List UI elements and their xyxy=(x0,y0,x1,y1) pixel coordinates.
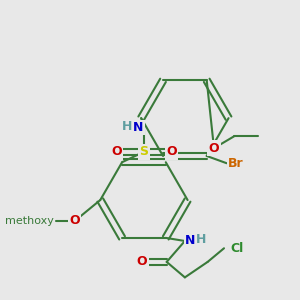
Text: Br: Br xyxy=(228,157,244,170)
Text: O: O xyxy=(209,142,219,155)
Text: O: O xyxy=(166,145,176,158)
Text: S: S xyxy=(140,145,148,158)
Text: Cl: Cl xyxy=(230,242,243,255)
Text: O: O xyxy=(70,214,80,227)
Text: H: H xyxy=(122,120,133,133)
Text: methoxy: methoxy xyxy=(5,216,54,226)
Text: N: N xyxy=(133,121,144,134)
Text: O: O xyxy=(137,255,147,268)
Text: O: O xyxy=(111,145,122,158)
Text: N: N xyxy=(185,235,196,248)
Text: H: H xyxy=(196,233,206,246)
